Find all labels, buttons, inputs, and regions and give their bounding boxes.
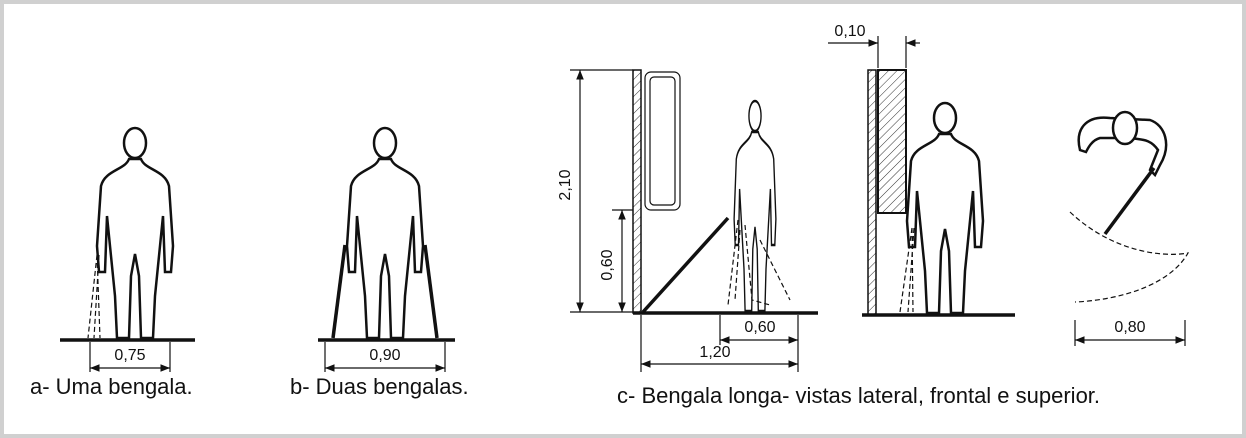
dimension-label: 0,60 xyxy=(599,249,616,280)
dimension-label: 0,90 xyxy=(369,347,400,364)
dimension-label: 0,60 xyxy=(744,319,775,336)
caption: a- Uma bengala. xyxy=(30,374,193,399)
caption: b- Duas bengalas. xyxy=(290,374,469,399)
dimension-label: 0,75 xyxy=(114,347,145,364)
panel-a: 0,75 a- Uma bengala. xyxy=(30,126,195,399)
dimension-label: 2,10 xyxy=(557,169,574,200)
dimension-label: 1,20 xyxy=(699,344,730,361)
panel-b: 0,90 b- Duas bengalas. xyxy=(290,126,469,399)
caption: c- Bengala longa- vistas lateral, fronta… xyxy=(617,383,1100,408)
dimension-label: 0,80 xyxy=(1114,319,1145,336)
dimension-label: 0,10 xyxy=(834,23,865,40)
panel-c: 2,10 0,60 0,60 1,20 0,10 0,80 c- Bengala… xyxy=(557,23,1190,408)
